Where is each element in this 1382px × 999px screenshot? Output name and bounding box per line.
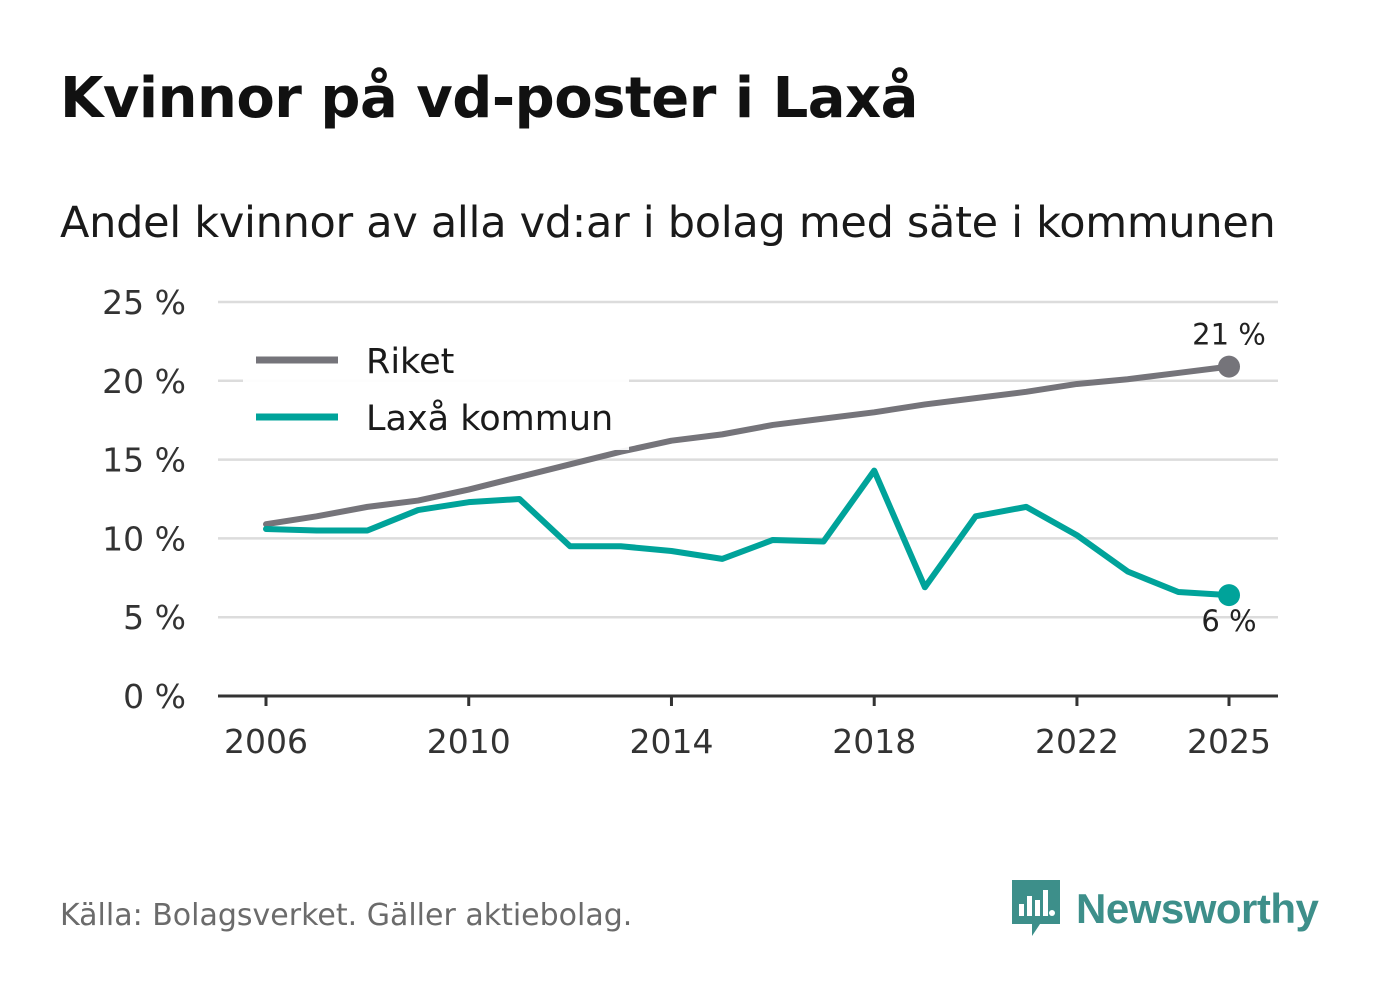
series-end-label: 21 % [1192,318,1266,352]
y-tick-label: 10 % [102,519,186,558]
y-tick-label: 0 % [123,677,186,716]
x-tick-label: 2018 [832,722,916,761]
x-tick-label: 2010 [427,722,511,761]
series-line-laxå-kommun [263,467,1232,599]
brand-logo: Newsworthy [1010,878,1319,940]
y-tick-label: 25 % [102,283,186,322]
chart-subtitle: Andel kvinnor av alla vd:ar i bolag med … [60,198,1276,248]
axes: 0 % 5 % 10 % 15 % 20 % 25 % 2006 2010 2014 2018 20… [102,283,1278,761]
y-tick-label: 20 % [102,362,186,401]
data-labels: 21 % 6 % [1192,318,1266,639]
brand-name: Newsworthy [1076,885,1319,932]
series-end-marker [1218,355,1240,378]
series-lines [263,363,1232,599]
legend-label: Laxå kommun [366,398,613,439]
legend: Riket Laxå kommun [243,330,629,450]
chart-title: Kvinnor på vd-poster i Laxå [60,66,918,131]
newsworthy-logo-icon [1012,880,1060,936]
x-tick-label: 2025 [1187,722,1271,761]
x-tick-label: 2014 [629,722,713,761]
series-end-label: 6 % [1201,604,1256,638]
y-tick-label: 5 % [123,598,186,637]
x-tick-label: 2022 [1035,722,1119,761]
series-line-riket [263,363,1232,528]
x-tick-label: 2006 [224,722,308,761]
source-note: Källa: Bolagsverket. Gäller aktiebolag. [60,898,633,933]
series-end-marker [1218,584,1240,607]
legend-label: Riket [366,342,454,382]
y-tick-label: 15 % [102,441,186,480]
legend-background [243,330,629,450]
